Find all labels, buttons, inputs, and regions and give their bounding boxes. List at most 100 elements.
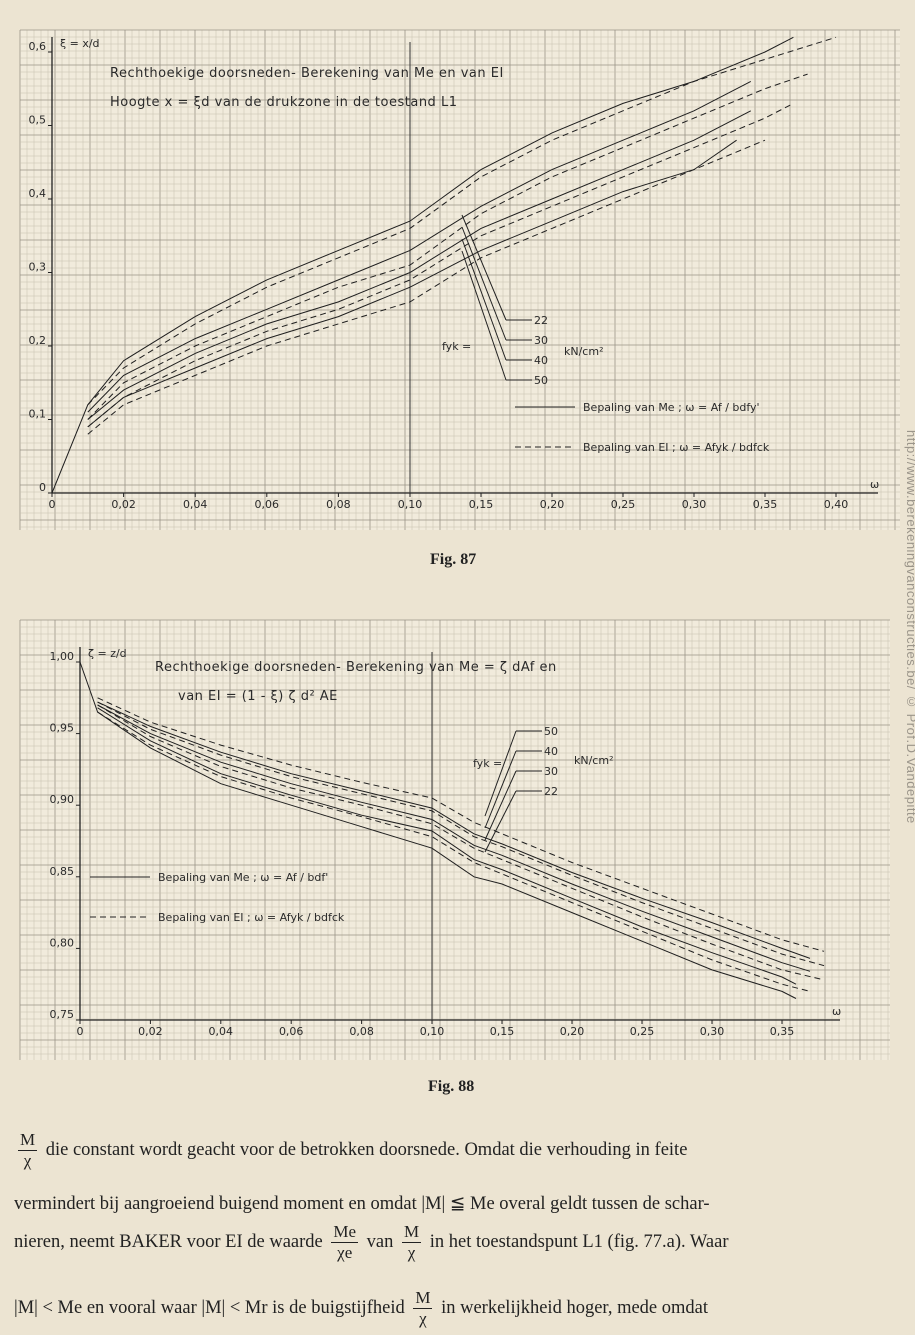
x-tick-label: 0,10 [398,498,423,511]
y-tick-label: 0,5 [29,114,47,127]
x-tick-label: 0,35 [770,1025,795,1038]
series-line [87,80,752,413]
fyk-value: 22 [534,314,548,327]
body-text-span: die constant wordt geacht voor de betrok… [45,1139,688,1160]
fraction-m-chi: M χ [18,1130,38,1171]
x-tick-label: 0,20 [540,498,565,511]
y-tick-label: 0,3 [29,261,47,274]
x-tick-label: 0,04 [183,498,208,511]
grid-background [20,620,890,1060]
series-line [87,73,808,420]
y-axis-label: ζ = z/d [88,647,127,660]
fyk-pointer-line [484,750,517,829]
x-tick-label: 0,30 [682,498,707,511]
x-tick-label: 0,35 [753,498,778,511]
fyk-label: fyk = [473,757,502,770]
fyk-value: 40 [534,354,548,367]
fyk-unit: kN/cm² [574,754,613,767]
series-line [87,102,794,428]
x-tick-label: 0,25 [630,1025,655,1038]
chart-title-line-2: Hoogte x = ξd van de drukzone in de toes… [110,95,457,110]
x-tick-label: 0,20 [560,1025,585,1038]
body-text-span: in werkelijkheid hoger, mede omdat [441,1297,709,1318]
x-tick-label: 0,30 [700,1025,725,1038]
body-line-4: |M| < Me en vooral waar |M| < Mr is de b… [14,1288,892,1329]
legend-solid-label: Bepaling van Me ; ω = Af / bdf' [158,871,328,884]
fyk-pointer-line [461,226,507,341]
fraction-denominator: χe [337,1243,353,1262]
figure-88-caption: Fig. 88 [428,1078,475,1095]
grid-lines [19,619,890,1060]
fyk-pointer-line [461,214,507,321]
x-axis-label: ω [832,1005,841,1018]
fyk-pointer-line [461,238,507,361]
fyk-value: 30 [544,765,558,778]
fyk-pointer-line [484,790,517,853]
series-line [97,711,811,992]
fraction-denominator: χ [419,1309,427,1328]
series-line [97,704,825,981]
body-line-3: nieren, neemt BAKER voor EI de waarde Me… [14,1222,892,1263]
series-line [97,697,825,952]
fyk-value: 22 [544,785,558,798]
body-text-span: vermindert bij aangroeiend buigend momen… [14,1194,710,1214]
series-line [87,139,737,428]
fyk-value: 50 [544,725,558,738]
x-tick-label: 0,15 [469,498,494,511]
y-tick-label: 0,2 [29,334,47,347]
body-text-span: |M| < Me en vooral waar |M| < Mr is de b… [14,1297,405,1318]
series-line [79,661,797,999]
series-line [97,701,825,967]
fraction-m-chi-3: M χ [413,1288,433,1329]
series-line [97,701,811,959]
body-text-span: nieren, neemt BAKER voor EI de waarde [14,1231,323,1252]
fraction-numerator: Me [331,1222,359,1243]
x-tick-label: 0,08 [349,1025,374,1038]
series-line [97,704,811,972]
fraction-numerator: M [18,1130,38,1151]
x-tick-label: 0,04 [209,1025,234,1038]
fyk-pointer-line [461,250,507,381]
y-tick-label: 0,95 [50,722,75,735]
fraction-m-chi-2: M χ [402,1222,422,1263]
x-tick-label: 0,02 [111,498,136,511]
series-line [87,36,837,406]
fraction-numerator: M [402,1222,422,1243]
figure-87-caption: Fig. 87 [430,551,477,568]
chart-title-line-1: Rechthoekige doorsneden- Berekening van … [110,66,504,81]
x-tick-label: 0,02 [138,1025,163,1038]
legend-dashed-label: Bepaling van EI ; ω = Afyk / bdfck [158,911,345,924]
x-tick-label: 0,08 [326,498,351,511]
fyk-value: 30 [534,334,548,347]
legend-dashed-label: Bepaling van EI ; ω = Afyk / bdfck [583,441,770,454]
legend-solid-label: Bepaling van Me ; ω = Af / bdfy' [583,401,760,414]
x-tick-label: 0,06 [255,498,280,511]
fyk-pointer-line [484,770,517,841]
grid-background [20,30,900,530]
series-line [87,139,766,435]
fraction-me-chie: Me χe [331,1222,359,1263]
y-tick-label: 0,1 [29,408,47,421]
grid-lines [19,29,900,530]
x-tick-label: 0,10 [420,1025,445,1038]
fyk-label: fyk = [442,340,471,353]
y-axis-label: ξ = x/d [60,37,100,50]
x-axis-label: ω [870,478,879,491]
y-tick-label: 0 [39,481,46,494]
y-tick-label: 0,85 [50,865,75,878]
body-line-1: M χ die constant wordt geacht voor de be… [14,1130,892,1171]
series-line [97,707,797,985]
fraction-denominator: χ [407,1243,416,1262]
fraction-numerator: M [413,1288,433,1309]
x-tick-label: 0,06 [279,1025,304,1038]
y-tick-label: 0,80 [50,936,75,949]
fyk-value: 40 [544,745,558,758]
fyk-unit: kN/cm² [564,345,603,358]
x-tick-label: 0,40 [824,498,849,511]
y-tick-label: 0,75 [50,1008,75,1021]
x-tick-label: 0,15 [490,1025,515,1038]
chart-title-line-1: Rechthoekige doorsneden- Berekening van … [155,660,557,675]
x-tick-label: 0 [49,498,56,511]
series-line [87,110,752,420]
chart-title-line-2: van EI = (1 - ξ) ζ d² AE [178,689,338,704]
